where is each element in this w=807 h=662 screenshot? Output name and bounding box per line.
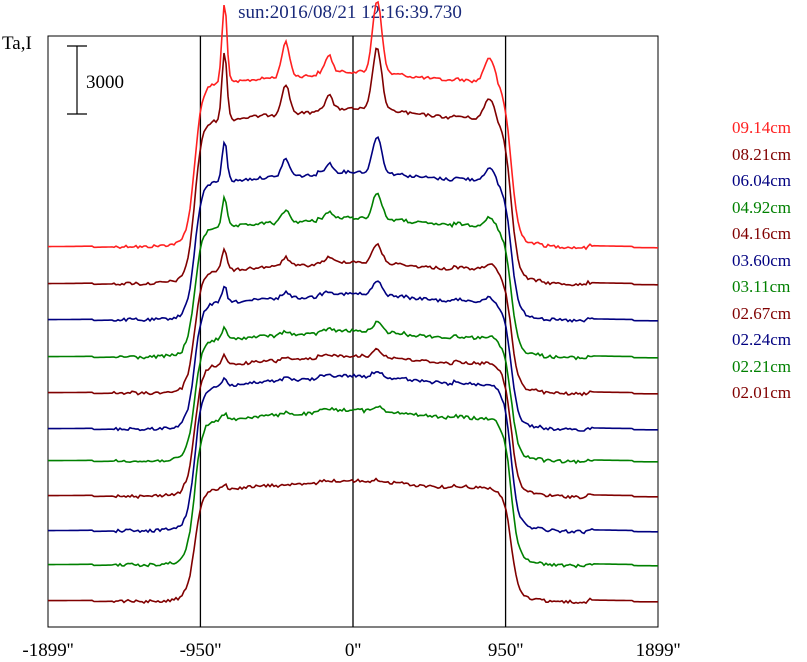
legend-item: 06.04cm bbox=[732, 171, 792, 190]
legend-item: 02.67cm bbox=[732, 303, 792, 323]
legend-item: 03.11cm bbox=[732, 277, 791, 296]
legend-item: 08.21cm bbox=[732, 144, 792, 164]
x-tick-label: 950'' bbox=[488, 640, 523, 661]
series-line bbox=[48, 242, 658, 397]
legend-item: 04.16cm bbox=[732, 224, 792, 243]
series-line bbox=[48, 0, 658, 251]
legend-item: 02.01cm bbox=[732, 383, 792, 402]
legend-item: 02.24cm bbox=[732, 330, 792, 349]
series-lines bbox=[48, 0, 658, 605]
series-line bbox=[48, 370, 658, 535]
scale-bar: 3000 bbox=[67, 45, 124, 115]
series-line bbox=[48, 47, 658, 287]
series-line bbox=[48, 405, 658, 569]
series-line bbox=[48, 347, 658, 500]
series-line bbox=[48, 280, 658, 432]
x-tick-labels: -1899'' -950'' 0'' 950'' 1899'' bbox=[22, 640, 680, 661]
series-line bbox=[48, 135, 658, 323]
series-line bbox=[48, 320, 658, 465]
legend-item: 03.60cm bbox=[732, 250, 792, 270]
legend-item: 04.92cm bbox=[732, 197, 792, 217]
series-line bbox=[48, 477, 658, 605]
legend-item: 02.21cm bbox=[732, 356, 792, 376]
chart-title: sun:2016/08/21 12:16:39.730 bbox=[238, 2, 462, 23]
series-line bbox=[48, 192, 658, 361]
y-axis-label: Ta,I bbox=[2, 33, 32, 54]
x-tick-label: 1899'' bbox=[636, 640, 681, 661]
scale-bar-label: 3000 bbox=[86, 72, 124, 93]
x-tick-label: -1899'' bbox=[22, 640, 73, 661]
legend-item: 09.14cm bbox=[732, 118, 792, 137]
vertical-reference-lines bbox=[199, 36, 507, 627]
x-tick-label: -950'' bbox=[180, 640, 222, 661]
x-tick-label: 0'' bbox=[345, 640, 361, 661]
